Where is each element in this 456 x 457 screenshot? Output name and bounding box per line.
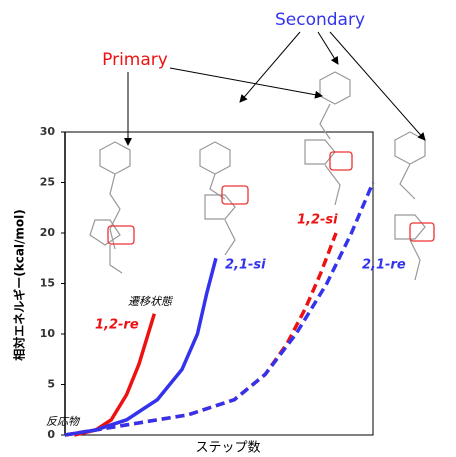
series-label: 2,1-si (225, 258, 266, 273)
x-axis-label: ステップ数 (195, 441, 260, 456)
y-tick-label: 5 (47, 378, 55, 391)
y-tick-label: 30 (40, 125, 56, 138)
molecules (90, 72, 425, 280)
y-tick-label: 20 (40, 226, 56, 239)
series-label: 2,1-re (362, 258, 406, 273)
arrows (128, 32, 425, 145)
y-axis-label: 相対エネルギー(kcal/mol) (12, 209, 27, 361)
annotation: 反応物 (46, 415, 81, 428)
y-tick-label: 25 (40, 176, 55, 189)
highlight-boxes (108, 152, 434, 244)
series-line (65, 258, 216, 435)
y-tick-label: 0 (47, 428, 55, 441)
y-tick-label: 15 (40, 277, 55, 290)
chart: Primary Secondary 遷移状態 反応物 ステップ数 相対エネルギー… (0, 0, 456, 457)
annotation: Secondary (275, 10, 365, 30)
series-line (65, 233, 336, 435)
series-label: 1,2-si (297, 213, 338, 228)
y-tick-label: 10 (40, 327, 56, 340)
annotation: 遷移状態 (128, 295, 174, 308)
series-label: 1,2-re (95, 318, 139, 333)
annotation: Primary (102, 50, 168, 70)
